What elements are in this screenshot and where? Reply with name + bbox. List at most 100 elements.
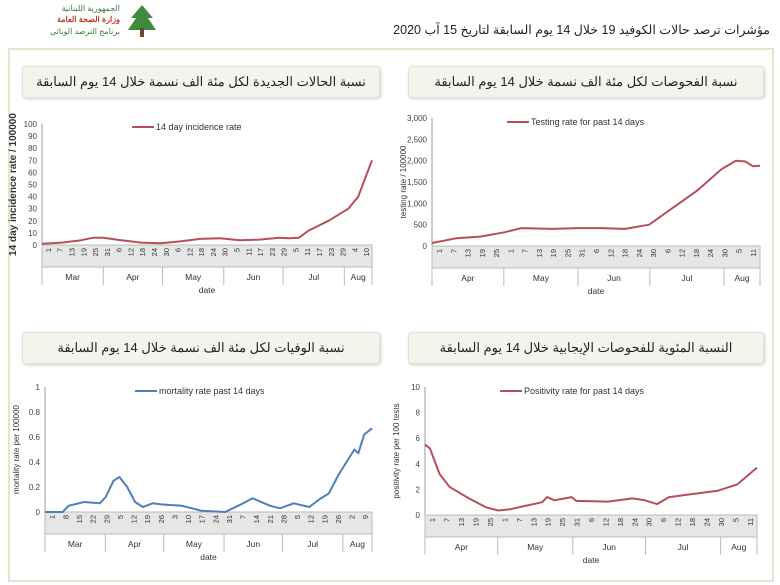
x-tick-band xyxy=(424,514,758,538)
month-label: Mar xyxy=(65,272,80,282)
x-tick-label: 19 xyxy=(320,515,329,523)
x-tick-label: 19 xyxy=(544,518,553,526)
x-tick-label: 13 xyxy=(67,248,76,256)
y-tick-label: 0.8 xyxy=(29,408,41,417)
x-tick-label: 31 xyxy=(573,518,582,526)
x-tick-label: 31 xyxy=(578,249,587,257)
x-tick-band xyxy=(41,244,373,268)
x-axis-label: date xyxy=(199,285,216,295)
y-tick-label: 2,500 xyxy=(407,135,428,144)
x-tick-label: 13 xyxy=(535,249,544,257)
x-axis-label: date xyxy=(583,555,600,565)
x-tick-label: 13 xyxy=(464,249,473,257)
x-tick-label: 24 xyxy=(211,515,220,523)
x-tick-band xyxy=(431,245,761,269)
x-tick-label: 29 xyxy=(102,515,111,523)
x-tick-label: 8 xyxy=(61,515,70,519)
month-label: Apr xyxy=(455,542,468,552)
x-tick-label: 24 xyxy=(209,248,218,256)
x-tick-label: 24 xyxy=(706,249,715,257)
y-tick-label: 2,000 xyxy=(407,157,428,166)
y-tick-label: 30 xyxy=(28,205,37,214)
y-axis-label: 14 day incidence rate / 100000 xyxy=(8,113,19,256)
x-tick-label: 26 xyxy=(157,515,166,523)
x-tick-label: 28 xyxy=(279,515,288,523)
x-tick-label: 19 xyxy=(478,249,487,257)
y-tick-label: 1,500 xyxy=(407,178,428,187)
x-tick-label: 3 xyxy=(170,515,179,519)
x-tick-label: 13 xyxy=(529,518,538,526)
x-tick-label: 12 xyxy=(601,518,610,526)
x-tick-label: 12 xyxy=(130,515,139,523)
panel-title-mortality: نسبة الوفيات لكل مئة الف نسمة خلال 14 يو… xyxy=(22,332,380,364)
x-tick-label: 18 xyxy=(197,248,206,256)
x-tick-label: 1 xyxy=(48,515,57,519)
dashboard-frame xyxy=(8,48,774,582)
y-axis-label: mortality rate per 100000 xyxy=(12,404,21,493)
month-label: May xyxy=(186,539,203,549)
data-line xyxy=(424,443,758,512)
x-tick-label: 25 xyxy=(492,249,501,257)
y-tick-label: 70 xyxy=(28,156,37,165)
x-tick-label: 12 xyxy=(674,518,683,526)
x-tick-label: 25 xyxy=(558,518,567,526)
x-tick-label: 6 xyxy=(659,518,668,522)
month-label: Jul xyxy=(308,272,319,282)
y-tick-label: 500 xyxy=(414,221,428,230)
x-tick-label: 7 xyxy=(443,518,452,522)
y-tick-label: 80 xyxy=(28,144,37,153)
x-tick-label: 31 xyxy=(225,515,234,523)
x-tick-label: 5 xyxy=(291,248,300,252)
x-tick-label: 12 xyxy=(307,515,316,523)
y-tick-label: 4 xyxy=(416,460,421,469)
month-label: May xyxy=(527,542,544,552)
data-line xyxy=(41,159,373,245)
x-tick-label: 25 xyxy=(486,518,495,526)
x-tick-label: 12 xyxy=(185,248,194,256)
x-tick-label: 19 xyxy=(472,518,481,526)
y-tick-label: 0 xyxy=(33,241,38,250)
month-label: May xyxy=(185,272,202,282)
month-label: Aug xyxy=(350,539,365,549)
x-tick-label: 17 xyxy=(198,515,207,523)
month-label: Jun xyxy=(246,539,260,549)
incidence-chart: 0 10 20 30 40 50 60 70 80 90 100 14 day incidence r… xyxy=(8,113,373,295)
data-line xyxy=(45,427,373,513)
logo-line-3: برنامج الترصد الوبائي xyxy=(49,27,120,36)
testing-chart: 0 500 1,000 1,500 2,000 2,500 3,000 testing rat… xyxy=(399,114,761,296)
x-tick-label: 7 xyxy=(515,518,524,522)
x-tick-label: 30 xyxy=(649,249,658,257)
x-tick-label: 18 xyxy=(616,518,625,526)
x-tick-label: 25 xyxy=(563,249,572,257)
x-tick-label: 31 xyxy=(103,248,112,256)
y-tick-label: 20 xyxy=(28,217,37,226)
mortality-chart: 0 0.2 0.4 0.6 0.8 1 mortality rate per 100000 1… xyxy=(12,383,373,562)
x-tick-label: 7 xyxy=(521,249,530,253)
x-tick-label: 24 xyxy=(635,249,644,257)
x-tick-label: 12 xyxy=(126,248,135,256)
legend-label: mortality rate past 14 days xyxy=(159,386,265,396)
x-tick-label: 10 xyxy=(362,248,371,256)
panel-title-positivity: النسبة المئوية للفحوصات الإيجابية خلال 1… xyxy=(408,332,764,364)
y-tick-label: 0 xyxy=(36,508,41,517)
x-tick-label: 11 xyxy=(749,249,758,257)
x-tick-label: 10 xyxy=(184,515,193,523)
y-tick-label: 50 xyxy=(28,181,37,190)
month-label: Jun xyxy=(607,273,621,283)
x-tick-label: 11 xyxy=(746,518,755,526)
y-tick-label: 0.6 xyxy=(29,433,41,442)
x-tick-label: 14 xyxy=(252,515,261,523)
x-tick-label: 30 xyxy=(221,248,230,256)
x-tick-label: 23 xyxy=(268,248,277,256)
x-tick-label: 13 xyxy=(457,518,466,526)
x-tick-label: 17 xyxy=(256,248,265,256)
panel-title-incidence: نسبة الحالات الجديدة لكل مئة الف نسمة خل… xyxy=(22,66,380,98)
x-tick-label: 5 xyxy=(232,248,241,252)
y-tick-label: 0 xyxy=(423,242,428,251)
x-tick-label: 1 xyxy=(428,518,437,522)
y-tick-label: 6 xyxy=(416,434,421,443)
x-tick-label: 19 xyxy=(549,249,558,257)
x-tick-label: 30 xyxy=(162,248,171,256)
y-tick-label: 0.4 xyxy=(29,458,41,467)
x-tick-label: 6 xyxy=(115,248,124,252)
